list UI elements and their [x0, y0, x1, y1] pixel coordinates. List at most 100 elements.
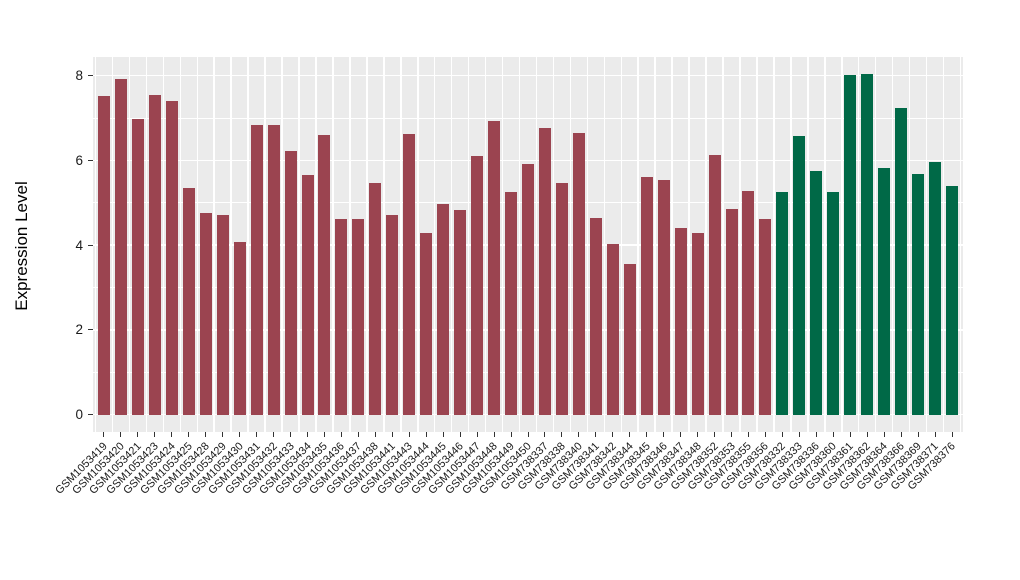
- gridline-v: [366, 57, 368, 432]
- bar-GSM738340: [572, 133, 585, 415]
- x-tick-mark: [493, 432, 495, 437]
- bar-GSM738361: [844, 74, 857, 415]
- y-tick-label: 2: [75, 322, 83, 338]
- x-tick-mark: [832, 432, 834, 437]
- x-tick-mark: [866, 432, 868, 437]
- bar-GSM738342: [606, 243, 619, 415]
- x-tick-mark: [747, 432, 749, 437]
- bar-GSM1053420: [114, 79, 127, 415]
- bar-GSM1053437: [352, 218, 365, 415]
- y-tick-mark: [88, 159, 93, 161]
- gridline-v: [824, 57, 826, 432]
- gridline-v: [281, 57, 283, 432]
- bar-GSM738336: [810, 171, 823, 415]
- gridline-v: [722, 57, 724, 432]
- bar-GSM1053421: [131, 118, 144, 415]
- gridline-v: [637, 57, 639, 432]
- bar-GSM1053441: [386, 215, 399, 415]
- gridline-v: [620, 57, 623, 432]
- bar-GSM738366: [895, 107, 908, 415]
- x-tick-mark: [256, 432, 258, 437]
- bar-GSM738352: [708, 155, 721, 415]
- gridline-v: [230, 57, 232, 432]
- gridline-v: [773, 57, 775, 432]
- bar-GSM1053436: [335, 219, 348, 415]
- bar-GSM1053435: [318, 135, 331, 415]
- bar-GSM1053438: [369, 182, 382, 415]
- y-tick-mark: [88, 414, 93, 416]
- x-tick-mark: [239, 432, 241, 437]
- bar-GSM738346: [657, 179, 670, 415]
- bar-GSM738360: [827, 191, 840, 415]
- gridline-v: [705, 57, 707, 432]
- gridline-v: [315, 57, 317, 432]
- y-tick-mark: [88, 75, 93, 77]
- x-tick-mark: [951, 432, 953, 437]
- bar-GSM1053425: [182, 188, 195, 415]
- bar-GSM738364: [878, 167, 891, 415]
- x-tick-mark: [442, 432, 444, 437]
- gridline-v: [450, 57, 453, 432]
- gridline-v: [671, 57, 673, 432]
- gridline-v: [433, 57, 436, 432]
- x-tick-mark: [476, 432, 478, 437]
- x-tick-mark: [815, 432, 817, 437]
- bar-GSM738344: [623, 264, 636, 415]
- gridline-v: [417, 57, 419, 432]
- bar-GSM738341: [589, 218, 602, 415]
- gridline-v: [383, 57, 385, 432]
- bar-GSM738345: [640, 177, 653, 415]
- x-tick-mark: [273, 432, 275, 437]
- gridline-v: [857, 57, 860, 432]
- bar-GSM1053429: [216, 214, 229, 415]
- bar-GSM1053424: [165, 100, 178, 415]
- y-tick-label: 4: [75, 237, 83, 253]
- x-tick-mark: [527, 432, 529, 437]
- gridline-v: [196, 57, 198, 432]
- gridline-v: [467, 57, 470, 432]
- bar-GSM738371: [929, 161, 942, 415]
- x-tick-mark: [307, 432, 308, 437]
- bar-GSM738356: [759, 218, 772, 415]
- y-tick-label: 8: [75, 68, 83, 84]
- gridline-v: [790, 57, 792, 432]
- x-tick-mark: [408, 432, 410, 437]
- gridline-h-major: [93, 413, 963, 416]
- x-tick-mark: [544, 432, 546, 437]
- gridline-v: [264, 57, 266, 432]
- x-tick-mark: [188, 432, 190, 437]
- bar-GSM1053432: [267, 125, 280, 415]
- x-tick-mark: [222, 432, 224, 437]
- x-tick-mark: [425, 432, 427, 437]
- bar-GSM1053444: [420, 232, 433, 415]
- bar-GSM738376: [946, 185, 959, 415]
- bar-GSM738369: [912, 174, 925, 415]
- x-tick-mark: [714, 432, 716, 437]
- gridline-v: [891, 57, 894, 432]
- y-tick-mark: [88, 329, 93, 331]
- x-tick-mark: [612, 432, 614, 437]
- x-tick-mark: [561, 432, 563, 437]
- gridline-v: [94, 57, 97, 432]
- bar-GSM1053446: [454, 210, 467, 415]
- bar-GSM738333: [793, 136, 806, 415]
- y-tick-label: 6: [75, 152, 83, 168]
- gridline-v: [162, 57, 165, 432]
- x-tick-mark: [323, 432, 325, 437]
- bar-GSM1053448: [488, 121, 501, 415]
- bar-GSM1053449: [505, 192, 518, 415]
- x-tick-mark: [680, 432, 682, 437]
- x-tick-mark: [934, 432, 936, 437]
- x-tick-mark: [595, 432, 597, 437]
- bar-GSM738348: [691, 232, 704, 415]
- bar-GSM1053428: [199, 213, 212, 415]
- gridline-v: [179, 57, 182, 432]
- x-tick-mark: [900, 432, 902, 437]
- y-axis-title: Expression Level: [12, 181, 31, 311]
- bar-GSM1053447: [471, 156, 484, 415]
- gridline-v: [484, 57, 487, 432]
- x-tick-mark: [629, 432, 631, 437]
- x-tick-mark: [764, 432, 766, 437]
- gridline-v: [213, 57, 215, 432]
